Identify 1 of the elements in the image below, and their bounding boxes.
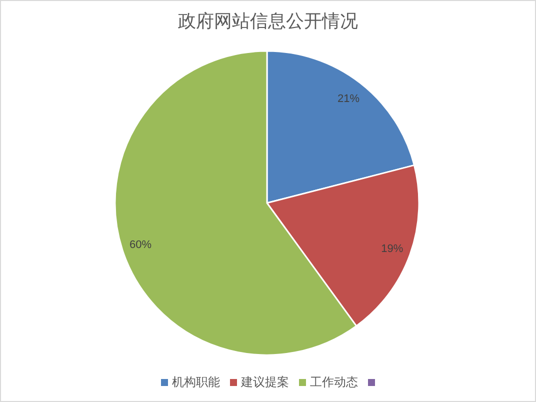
title: 政府网站信息公开情况: [178, 11, 358, 31]
